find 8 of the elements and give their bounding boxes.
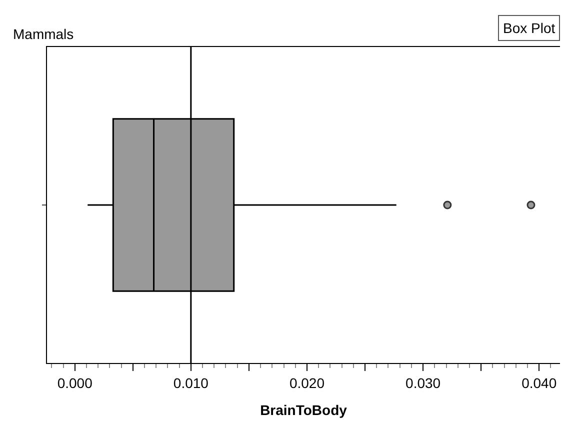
- chart-title: Mammals: [13, 26, 74, 42]
- x-tick-label: 0.020: [289, 374, 325, 391]
- x-tick-label: 0.040: [522, 374, 557, 391]
- x-tick-label: 0.030: [406, 374, 441, 391]
- x-axis-title: BrainToBody: [260, 402, 348, 418]
- x-tick-label: 0.000: [57, 374, 93, 391]
- text: Box Plot: [503, 20, 556, 36]
- x-tick-label: 0.010: [173, 374, 209, 391]
